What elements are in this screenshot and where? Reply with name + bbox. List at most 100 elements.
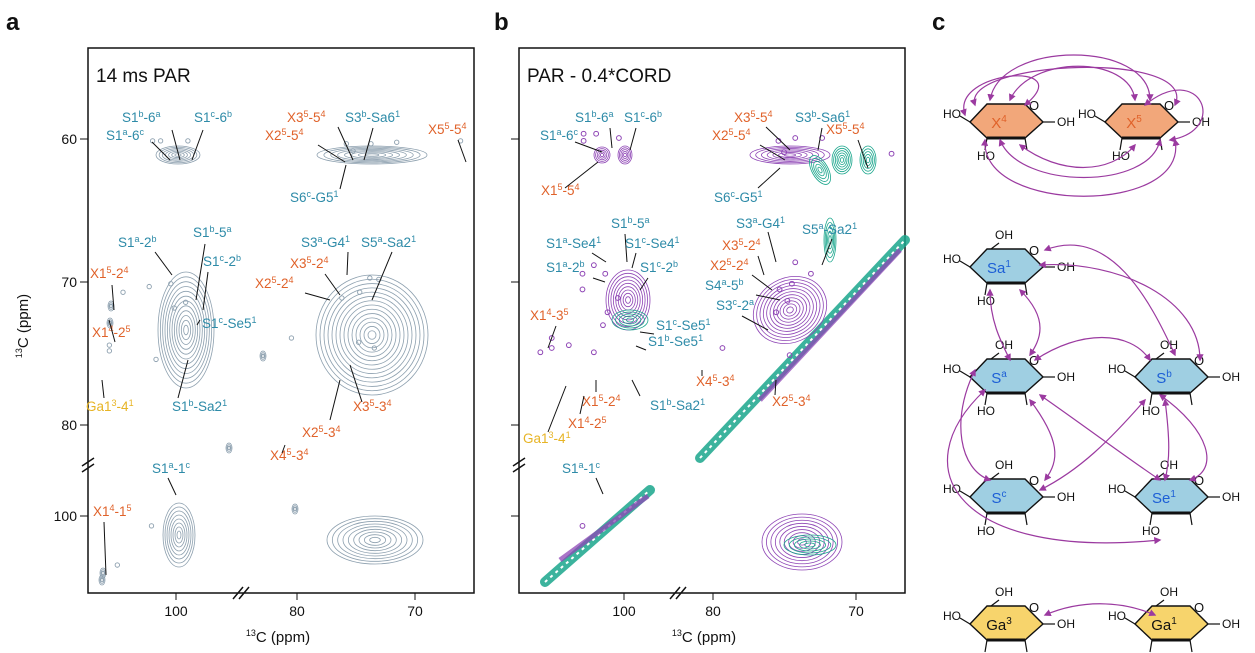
peak-a-x25-34 (355, 339, 362, 345)
correlation-arrow (1029, 398, 1056, 482)
leader-line (349, 364, 363, 403)
leader-line (767, 231, 777, 263)
contour-block-s1-ring (166, 290, 206, 370)
panel-a-labels: S1a-6c S1b-6a S1c-6b X35-54 X25-54 S3b-Sa61 X5… (86, 109, 467, 576)
ring-oxygen-label: O (1029, 243, 1039, 258)
panel-c-structures: OHOHOOHX4OHOHOOHX5OHOHOOHOHSa1OHOHOOHOHS… (943, 54, 1240, 653)
ring-oxygen-label: O (1194, 353, 1204, 368)
leader-line (547, 325, 557, 349)
oh-label: OH (995, 585, 1013, 599)
contour-b-s5a-teal (826, 226, 835, 254)
peak-a-x15-24 (120, 289, 126, 295)
contour-b-s1-6 (593, 146, 611, 164)
ho-label: HO (1078, 107, 1096, 121)
peak-b-s5a-sa21 (808, 270, 814, 277)
peak-label-x14-25: X14-25 (92, 324, 131, 340)
contour-b-s6-region (761, 148, 819, 162)
leader-line (304, 292, 331, 301)
contour-isolated-peak (101, 570, 105, 576)
contour-b-ring-region (759, 282, 821, 338)
contour-b-s1b-6a (619, 147, 632, 163)
contour-b-s1-ring (610, 276, 646, 324)
substituent-bond (1024, 512, 1028, 526)
contour-isolated-peak (292, 505, 298, 513)
leader-line (821, 238, 833, 266)
y-tick-80: 80 (61, 417, 77, 433)
ring-oxygen-label: O (1194, 473, 1204, 488)
leader-line (579, 395, 585, 415)
contour-b-s3b-sa6-teal (836, 152, 848, 168)
peak-label-x35-54: X35-54 (287, 109, 326, 125)
substituent-bond (1155, 352, 1165, 360)
peak-label-s1b-5a: S1b-5a (193, 224, 232, 240)
contour-block-s6-region (337, 148, 407, 162)
contour-block-ring-region (367, 330, 377, 340)
peak-b-s1b-se51 (600, 322, 606, 329)
leader-line (171, 129, 181, 161)
peak-b-x45-34 (719, 345, 726, 351)
peak-a-s1b-5a (168, 281, 174, 287)
leader-line (191, 129, 204, 161)
peak-label-x25-24: X25-24 (710, 257, 749, 273)
substituent-bond (1024, 639, 1028, 653)
leader-line (564, 161, 599, 189)
leader-line (751, 274, 773, 291)
substituent-bond (1124, 370, 1136, 378)
x-tick-70: 70 (407, 603, 423, 619)
peak-b-x25-34 (786, 352, 793, 359)
ho-label: HO (1108, 482, 1126, 496)
peak-label-s3c-2a: S3c-2a (716, 297, 754, 313)
ring-oxygen-label: O (1164, 98, 1174, 113)
contour-block-anomeric-ring (337, 520, 413, 560)
contour-block-s1-6 (155, 145, 201, 165)
correlation-arrow (1018, 288, 1041, 357)
peak-b-s6c-g51 (781, 149, 787, 156)
contour-block-ring-region (327, 287, 417, 383)
peak-label-s1c-se51: S1c-Se51 (202, 315, 257, 331)
panel-b-frame (518, 47, 906, 594)
contour-block-s1-ring (180, 319, 192, 341)
contour-b-anomeric-teal (794, 538, 827, 552)
peak-label-s3a-g41: S3a-G41 (301, 234, 350, 250)
peak-b-s1c-se51 (604, 309, 611, 316)
contour-b-ring-region (782, 303, 798, 317)
leader-line (101, 379, 105, 399)
ring-oxygen-label: O (1194, 600, 1204, 615)
peak-a-s1b-sa21 (153, 356, 159, 363)
contour-b-s6-region (749, 145, 831, 165)
peak-b-s3c-2a (773, 309, 780, 316)
contour-b-s1-ring (625, 296, 631, 304)
panel-a-x-axis-label: 13C (ppm) (246, 628, 310, 646)
contour-b-anomeric-ring (788, 532, 816, 552)
contour-block-s1a-1c (166, 510, 192, 560)
peak-label-s4a-5b: S4a-5b (705, 277, 744, 293)
peak-a-x35-34 (371, 345, 377, 351)
ho-label: HO (1142, 651, 1160, 653)
peak-a-s1c-6b (185, 138, 191, 144)
substituent-bond (1189, 392, 1193, 406)
peak-label-x35-34: X35-34 (353, 398, 392, 414)
leader-line (629, 127, 637, 151)
ring-name-label: Ga1 (1151, 616, 1177, 634)
oh-label: OH (1160, 338, 1178, 352)
contour-b-teal-2 (859, 145, 877, 175)
contour-block-s1-ring (157, 271, 215, 389)
contour-b-ring-region (772, 294, 808, 326)
contour-b-s6-region (772, 150, 808, 160)
contour-b-s1b-6a (623, 152, 627, 158)
contour-b-anomeric-teal (788, 536, 832, 554)
peak-label-x25-24: X25-24 (255, 275, 294, 291)
substituent-bond (1124, 617, 1136, 625)
peak-a-s1c-se51 (171, 305, 177, 311)
ring-name-label: Sa (991, 369, 1007, 387)
peak-b-x55-54 (888, 150, 895, 157)
ring-name-label: Sa1 (987, 259, 1011, 277)
leader-line (639, 277, 649, 291)
ho-label: HO (977, 651, 995, 653)
leader-line (595, 477, 604, 495)
contour-block-s1-ring (171, 300, 201, 360)
substituent-bond (990, 599, 1000, 607)
peak-label-x14-35: X14-35 (530, 307, 569, 323)
